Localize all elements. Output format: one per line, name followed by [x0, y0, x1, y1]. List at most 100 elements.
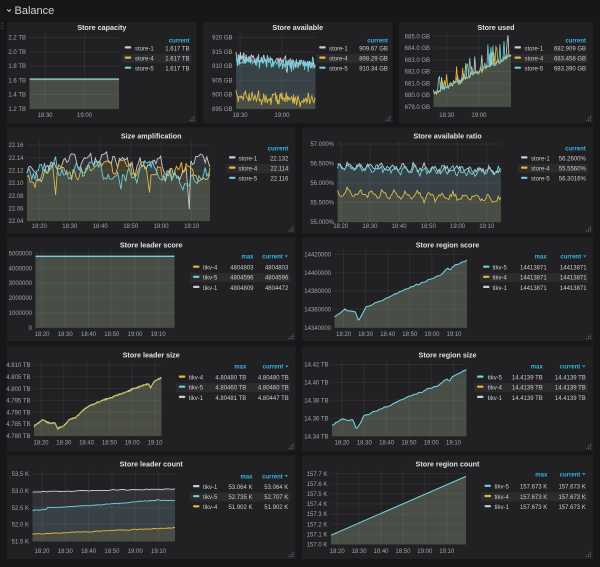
- svg-text:tikv-1: tikv-1: [189, 396, 204, 402]
- svg-text:157.673 K: 157.673 K: [520, 505, 547, 511]
- svg-text:max: max: [535, 255, 548, 261]
- svg-text:18:50: 18:50: [104, 549, 120, 555]
- svg-text:current: current: [560, 473, 581, 479]
- svg-text:14.4139 TB: 14.4139 TB: [555, 386, 586, 392]
- svg-text:52.0 K: 52.0 K: [12, 523, 29, 529]
- svg-text:51.5 K: 51.5 K: [12, 539, 29, 545]
- svg-text:18:30: 18:30: [58, 332, 74, 338]
- svg-text:store-5: store-5: [531, 177, 550, 183]
- svg-text:2.0 TB: 2.0 TB: [8, 50, 26, 56]
- svg-text:tikv-4: tikv-4: [493, 276, 508, 282]
- svg-text:910 GB: 910 GB: [212, 64, 232, 70]
- svg-text:900 GB: 900 GB: [212, 93, 232, 99]
- svg-text:679.0 GB: 679.0 GB: [405, 105, 430, 111]
- svg-text:tikv-4: tikv-4: [189, 376, 204, 382]
- svg-text:682.909 GB: 682.909 GB: [554, 46, 586, 52]
- svg-text:18:20: 18:20: [34, 332, 50, 338]
- svg-text:store-4: store-4: [329, 57, 348, 63]
- svg-text:current: current: [560, 255, 581, 261]
- svg-text:683.390 GB: 683.390 GB: [554, 67, 586, 73]
- svg-text:2.2 TB: 2.2 TB: [8, 36, 26, 42]
- svg-text:19:00: 19:00: [127, 332, 143, 338]
- svg-text:1000000: 1000000: [9, 311, 33, 317]
- svg-text:18:40: 18:40: [79, 441, 95, 447]
- svg-text:52.707 K: 52.707 K: [264, 495, 288, 501]
- svg-text:19:10: 19:10: [151, 332, 167, 338]
- svg-text:max: max: [240, 474, 253, 480]
- svg-text:157.673 K: 157.673 K: [558, 495, 585, 501]
- svg-text:53.064 K: 53.064 K: [228, 485, 252, 491]
- svg-text:14.4139 TB: 14.4139 TB: [512, 376, 543, 382]
- svg-text:4.80480 TB: 4.80480 TB: [258, 376, 289, 382]
- svg-text:57.000%: 57.000%: [310, 142, 334, 148]
- svg-text:store-1: store-1: [525, 46, 544, 52]
- svg-text:55.000%: 55.000%: [310, 220, 334, 226]
- svg-text:22.08: 22.08: [8, 194, 24, 200]
- svg-text:682.0 GB: 682.0 GB: [405, 70, 430, 76]
- svg-text:max: max: [535, 473, 548, 479]
- svg-text:tikv-1: tikv-1: [493, 286, 508, 292]
- svg-text:14.34 TB: 14.34 TB: [304, 434, 328, 440]
- svg-text:920 GB: 920 GB: [212, 36, 232, 42]
- svg-text:Store available ratio: Store available ratio: [413, 132, 482, 141]
- svg-text:14.38 TB: 14.38 TB: [304, 399, 328, 405]
- svg-text:18:20: 18:20: [336, 332, 352, 338]
- svg-text:14.4139 TB: 14.4139 TB: [512, 396, 543, 402]
- svg-text:157.673 K: 157.673 K: [520, 495, 547, 501]
- svg-text:Balance: Balance: [15, 5, 55, 17]
- svg-text:store-5: store-5: [135, 67, 154, 73]
- svg-text:store-1: store-1: [329, 46, 348, 52]
- svg-text:4.80460 TB: 4.80460 TB: [258, 386, 289, 392]
- svg-text:18:30: 18:30: [58, 549, 74, 555]
- svg-text:store-1: store-1: [531, 156, 550, 162]
- svg-text:Store available: Store available: [272, 23, 323, 32]
- svg-text:4.790 TB: 4.790 TB: [6, 410, 30, 416]
- svg-text:14.4139 TB: 14.4139 TB: [512, 386, 543, 392]
- svg-text:18:20: 18:20: [334, 441, 350, 447]
- svg-text:18:20: 18:20: [333, 224, 349, 230]
- svg-text:5000000: 5000000: [9, 251, 33, 257]
- svg-text:4804596: 4804596: [265, 276, 289, 282]
- svg-text:19:00: 19:00: [450, 224, 466, 230]
- svg-text:4.80480 TB: 4.80480 TB: [215, 376, 246, 382]
- svg-text:18:30: 18:30: [357, 441, 373, 447]
- svg-text:4.785 TB: 4.785 TB: [6, 422, 30, 428]
- svg-text:157.673 K: 157.673 K: [520, 485, 547, 491]
- svg-text:157.673 K: 157.673 K: [558, 505, 585, 511]
- svg-text:22.12: 22.12: [8, 169, 24, 175]
- svg-text:4000000: 4000000: [9, 266, 33, 272]
- svg-text:Store region size: Store region size: [419, 350, 477, 359]
- svg-text:19:00: 19:00: [77, 113, 93, 119]
- svg-text:tikv-1: tikv-1: [495, 505, 510, 511]
- svg-text:895 GB: 895 GB: [212, 107, 232, 113]
- svg-text:tikv-5: tikv-5: [495, 485, 510, 491]
- svg-text:684.0 GB: 684.0 GB: [405, 46, 430, 52]
- svg-text:53.0 K: 53.0 K: [12, 489, 29, 495]
- svg-text:18:40: 18:40: [373, 549, 389, 555]
- svg-text:0: 0: [29, 326, 33, 332]
- svg-text:tikv-4: tikv-4: [203, 266, 218, 272]
- svg-text:683.458 GB: 683.458 GB: [554, 57, 586, 63]
- svg-text:157.673 K: 157.673 K: [558, 485, 585, 491]
- svg-text:19:00: 19:00: [128, 549, 144, 555]
- svg-text:53.5 K: 53.5 K: [12, 472, 29, 478]
- svg-text:4.800 TB: 4.800 TB: [6, 387, 30, 393]
- svg-text:4.80481 TB: 4.80481 TB: [215, 396, 246, 402]
- svg-text:max: max: [234, 365, 247, 371]
- svg-text:14.4139 TB: 14.4139 TB: [555, 396, 586, 402]
- svg-text:14413871: 14413871: [560, 266, 587, 272]
- svg-text:Store leader score: Store leader score: [120, 241, 183, 250]
- svg-text:18:40: 18:40: [81, 332, 97, 338]
- svg-text:current: current: [367, 39, 388, 45]
- svg-text:14.36 TB: 14.36 TB: [304, 416, 328, 422]
- svg-text:Store leader size: Store leader size: [123, 350, 180, 359]
- svg-text:store-4: store-4: [135, 57, 154, 63]
- svg-text:3000000: 3000000: [9, 281, 33, 287]
- svg-text:18:50: 18:50: [402, 332, 418, 338]
- svg-text:4804803: 4804803: [230, 266, 254, 272]
- svg-text:store-4: store-4: [531, 167, 550, 173]
- svg-text:4.80447 TB: 4.80447 TB: [258, 396, 289, 402]
- svg-text:22.132: 22.132: [270, 156, 289, 162]
- svg-text:910.34 GB: 910.34 GB: [359, 67, 388, 73]
- svg-text:4.810 TB: 4.810 TB: [6, 363, 30, 369]
